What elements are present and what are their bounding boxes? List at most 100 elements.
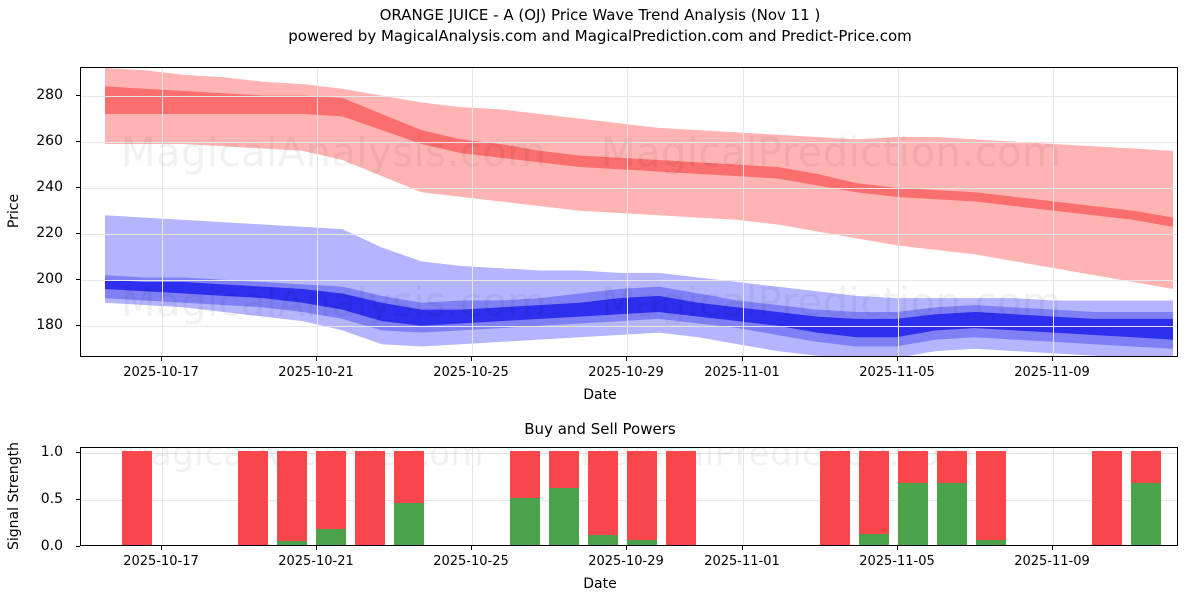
sell-power-bar[interactable] [355, 450, 385, 545]
signal-bar-group[interactable] [859, 450, 889, 545]
price-y-tick-label: 200 [36, 270, 63, 287]
buy-power-bar[interactable] [510, 497, 540, 545]
price-x-tick-label: 2025-11-01 [704, 365, 780, 380]
signal-bar-group[interactable] [238, 450, 268, 545]
signal-bar-group[interactable] [898, 450, 928, 545]
price-x-tick-mark [161, 357, 162, 361]
buy-power-bar[interactable] [277, 541, 307, 545]
sell-power-bar[interactable] [937, 450, 967, 483]
signal-bar-group[interactable] [394, 450, 424, 545]
signal-bar-group[interactable] [122, 450, 152, 545]
sell-power-bar[interactable] [238, 450, 268, 545]
price-gridline-v [627, 68, 628, 356]
price-x-tick-label: 2025-10-29 [588, 365, 664, 380]
sell-power-bar[interactable] [277, 450, 307, 542]
price-gridline-v [898, 68, 899, 356]
price-y-tick-label: 280 [36, 86, 63, 103]
sell-power-bar[interactable] [859, 450, 889, 534]
price-x-tick-mark [897, 357, 898, 361]
signal-bar-group[interactable] [666, 450, 696, 545]
price-gridline-h [81, 279, 1177, 281]
sell-power-bar[interactable] [1092, 450, 1122, 545]
price-chart-plot-area: MagicalAnalysis.comMagicalPrediction.com… [80, 67, 1178, 357]
buy-power-bar[interactable] [316, 528, 346, 545]
sell-power-bar[interactable] [394, 450, 424, 503]
sell-power-bar[interactable] [122, 450, 152, 545]
sell-power-bar[interactable] [627, 450, 657, 541]
buy-power-bar[interactable] [937, 482, 967, 545]
signal-bar-group[interactable] [316, 450, 346, 545]
signal-x-tick-mark [897, 546, 898, 550]
page-subtitle: powered by MagicalAnalysis.com and Magic… [288, 27, 912, 45]
signal-bar-group[interactable] [1092, 450, 1122, 545]
sell-power-bar[interactable] [549, 450, 579, 489]
signal-bar-group[interactable] [277, 450, 307, 545]
page-title: ORANGE JUICE - A (OJ) Price Wave Trend A… [379, 6, 821, 24]
signal-y-tick-mark [76, 451, 80, 453]
price-band-svg [105, 68, 1173, 356]
price-gridline-v [162, 68, 163, 356]
price-y-tick-mark [76, 186, 80, 188]
signal-gridline-v [162, 448, 163, 545]
signal-x-tick-mark [161, 546, 162, 550]
signal-bar-group[interactable] [510, 450, 540, 545]
price-y-tick-label: 260 [36, 132, 63, 149]
price-y-tick-mark [76, 324, 80, 326]
signal-x-tick-label: 2025-11-05 [859, 554, 935, 569]
support-core-band [105, 279, 1173, 340]
price-x-tick-label: 2025-10-17 [123, 365, 199, 380]
buy-power-bar[interactable] [549, 488, 579, 545]
signal-x-tick-label: 2025-10-25 [433, 554, 509, 569]
signal-x-tick-mark [1052, 546, 1053, 550]
sell-power-bar[interactable] [588, 450, 618, 535]
signal-x-tick-mark [471, 546, 472, 550]
price-x-tick-mark [626, 357, 627, 361]
signal-chart-title: Buy and Sell Powers [524, 420, 676, 438]
sell-power-bar[interactable] [510, 450, 540, 498]
signal-x-tick-label: 2025-10-17 [123, 554, 199, 569]
signal-x-tick-label: 2025-10-29 [588, 554, 664, 569]
buy-power-bar[interactable] [394, 502, 424, 545]
price-x-tick-label: 2025-11-09 [1014, 365, 1090, 380]
signal-gridline-v [472, 448, 473, 545]
signal-y-axis-label: Signal Strength [6, 441, 22, 550]
signal-bar-group[interactable] [549, 450, 579, 545]
buy-power-bar[interactable] [898, 482, 928, 545]
price-y-tick-label: 220 [36, 224, 63, 241]
price-x-tick-label: 2025-10-25 [433, 365, 509, 380]
signal-bar-group[interactable] [976, 450, 1006, 545]
signal-bar-group[interactable] [627, 450, 657, 545]
sell-power-bar[interactable] [976, 450, 1006, 541]
sell-power-bar[interactable] [316, 450, 346, 529]
buy-power-bar[interactable] [1131, 482, 1161, 545]
price-x-tick-label: 2025-10-21 [278, 365, 354, 380]
signal-bar-group[interactable] [355, 450, 385, 545]
sell-power-bar[interactable] [898, 450, 928, 483]
sell-power-bar[interactable] [820, 450, 850, 545]
price-y-tick-mark [76, 94, 80, 96]
signal-bar-group[interactable] [820, 450, 850, 545]
buy-power-bar[interactable] [627, 540, 657, 545]
signal-y-tick-label: 1.0 [40, 443, 63, 460]
buy-power-bar[interactable] [976, 540, 1006, 545]
signal-y-tick-label: 0.5 [40, 490, 63, 507]
signal-bar-group[interactable] [937, 450, 967, 545]
price-y-tick-mark [76, 232, 80, 234]
signal-gridline-v [1053, 448, 1054, 545]
price-x-tick-mark [316, 357, 317, 361]
price-gridline-h [81, 141, 1177, 143]
price-x-axis-label: Date [583, 387, 617, 403]
price-gridline-v [1053, 68, 1054, 356]
price-gridline-h [81, 187, 1177, 189]
buy-power-bar[interactable] [859, 533, 889, 545]
price-gridline-v [743, 68, 744, 356]
signal-bar-group[interactable] [1131, 450, 1161, 545]
sell-power-bar[interactable] [666, 450, 696, 545]
signal-y-tick-mark [76, 546, 80, 547]
sell-power-bar[interactable] [1131, 450, 1161, 483]
buy-power-bar[interactable] [588, 534, 618, 545]
signal-bar-group[interactable] [588, 450, 618, 545]
price-y-axis-label: Price [6, 193, 22, 229]
price-x-tick-label: 2025-11-05 [859, 365, 935, 380]
